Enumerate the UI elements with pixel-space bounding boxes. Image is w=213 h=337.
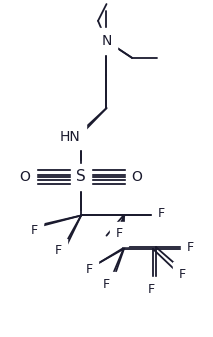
Text: F: F xyxy=(86,263,93,276)
Text: HN: HN xyxy=(59,130,80,144)
Text: F: F xyxy=(147,283,154,296)
Text: F: F xyxy=(116,227,123,240)
Text: F: F xyxy=(187,241,194,254)
Text: O: O xyxy=(20,170,30,184)
Text: F: F xyxy=(31,224,38,237)
Text: F: F xyxy=(54,244,61,257)
Text: N: N xyxy=(101,34,112,48)
Text: S: S xyxy=(76,170,86,184)
Text: O: O xyxy=(132,170,143,184)
Text: F: F xyxy=(157,207,164,220)
Text: F: F xyxy=(103,278,110,291)
Text: F: F xyxy=(178,268,186,281)
